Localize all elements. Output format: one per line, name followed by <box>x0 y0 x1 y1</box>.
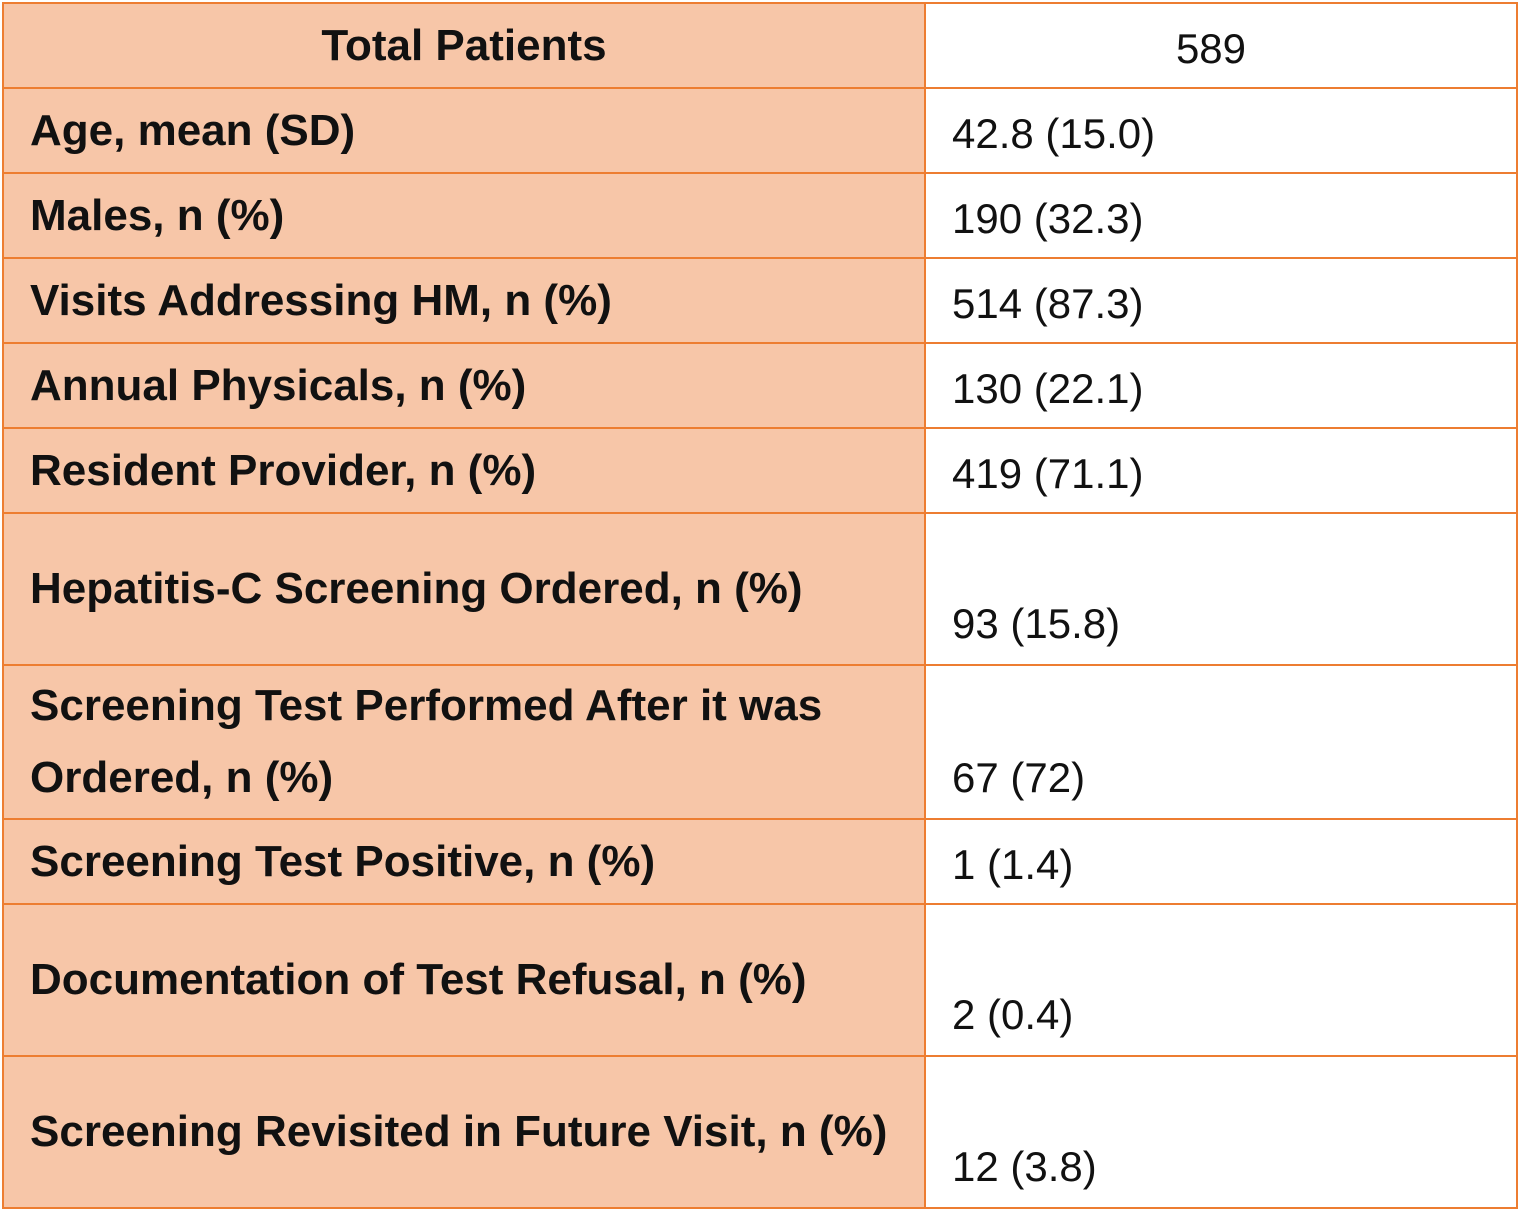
row-value: 419 (71.1) <box>924 427 1518 514</box>
table-row: Hepatitis-C Screening Ordered, n (%) 93 … <box>2 512 1518 666</box>
row-label: Resident Provider, n (%) <box>2 427 926 514</box>
row-label: Visits Addressing HM, n (%) <box>2 257 926 344</box>
table-row: Screening Test Positive, n (%) 1 (1.4) <box>2 818 1518 905</box>
table-row: Screening Test Performed After it was Or… <box>2 664 1518 820</box>
row-value: 2 (0.4) <box>924 903 1518 1057</box>
row-label: Documentation of Test Refusal, n (%) <box>2 903 926 1057</box>
table-row: Age, mean (SD) 42.8 (15.0) <box>2 87 1518 174</box>
row-label: Annual Physicals, n (%) <box>2 342 926 429</box>
table-row: Males, n (%) 190 (32.3) <box>2 172 1518 259</box>
table-row: Annual Physicals, n (%) 130 (22.1) <box>2 342 1518 429</box>
row-label: Males, n (%) <box>2 172 926 259</box>
table-row: Resident Provider, n (%) 419 (71.1) <box>2 427 1518 514</box>
row-value: 190 (32.3) <box>924 172 1518 259</box>
row-label: Screening Test Performed After it was Or… <box>2 664 926 820</box>
table-row: Visits Addressing HM, n (%) 514 (87.3) <box>2 257 1518 344</box>
row-label: Screening Revisited in Future Visit, n (… <box>2 1055 926 1209</box>
row-label: Hepatitis-C Screening Ordered, n (%) <box>2 512 926 666</box>
row-value: 93 (15.8) <box>924 512 1518 666</box>
row-value: 12 (3.8) <box>924 1055 1518 1209</box>
row-value: 514 (87.3) <box>924 257 1518 344</box>
row-value: 130 (22.1) <box>924 342 1518 429</box>
row-label: Age, mean (SD) <box>2 87 926 174</box>
table-header-row: Total Patients 589 <box>2 2 1518 89</box>
total-patients-label: Total Patients <box>2 2 926 89</box>
table-row: Screening Revisited in Future Visit, n (… <box>2 1055 1518 1209</box>
row-value: 42.8 (15.0) <box>924 87 1518 174</box>
row-label: Screening Test Positive, n (%) <box>2 818 926 905</box>
total-patients-value: 589 <box>924 2 1518 89</box>
row-value: 1 (1.4) <box>924 818 1518 905</box>
table-row: Documentation of Test Refusal, n (%) 2 (… <box>2 903 1518 1057</box>
row-value: 67 (72) <box>924 664 1518 820</box>
